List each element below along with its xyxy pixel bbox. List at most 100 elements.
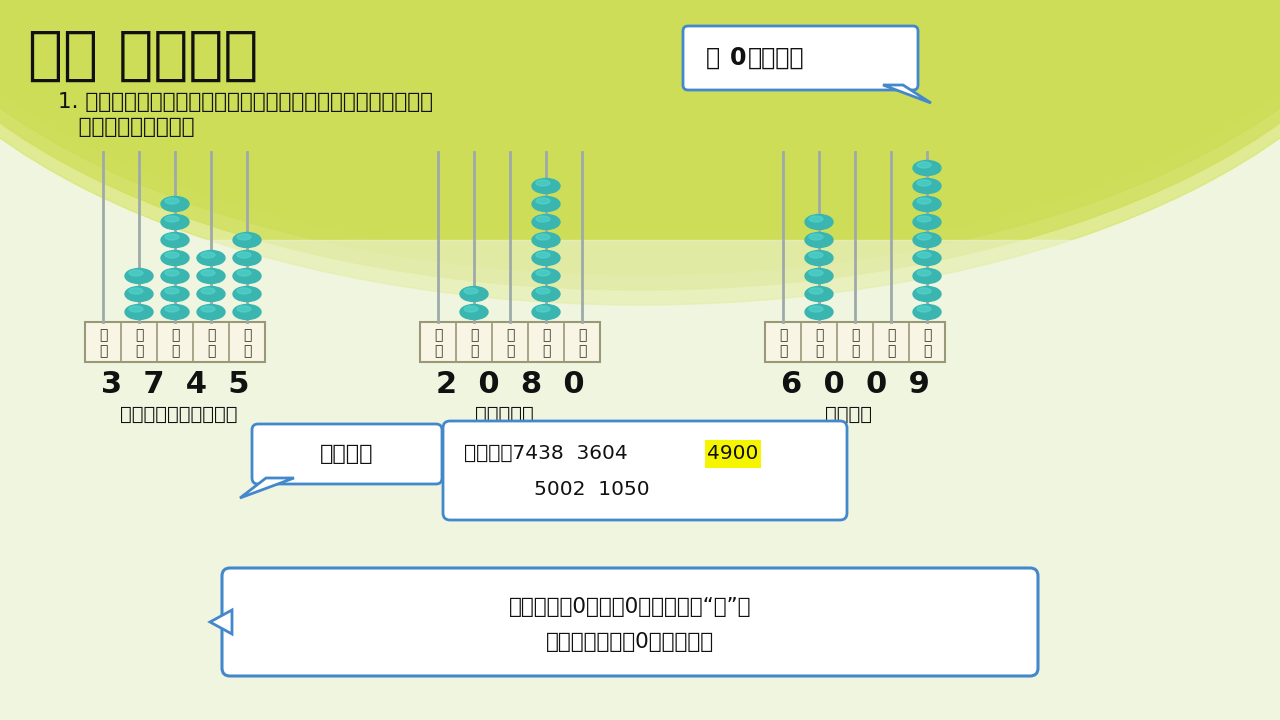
Text: 千: 千 [470,328,479,342]
Polygon shape [883,85,931,103]
Text: 千: 千 [815,328,823,342]
Ellipse shape [916,180,931,186]
Ellipse shape [125,287,154,302]
Text: 百: 百 [851,328,859,342]
Ellipse shape [165,216,179,222]
Text: 位: 位 [506,344,515,358]
Text: 位: 位 [815,344,823,358]
Ellipse shape [201,288,215,294]
Ellipse shape [165,270,179,276]
Ellipse shape [916,234,931,240]
Polygon shape [210,610,232,634]
Text: 位: 位 [434,344,442,358]
Text: 1. 先说出计数器上的数各是由几个千、几个百、几个十和几个一: 1. 先说出计数器上的数各是由几个千、几个百、几个十和几个一 [58,92,433,112]
Text: 位: 位 [851,344,859,358]
Text: 位: 位 [243,344,251,358]
Ellipse shape [913,233,941,248]
Ellipse shape [913,269,941,284]
Ellipse shape [0,0,1280,305]
Text: 位: 位 [541,344,550,358]
Text: 位: 位 [887,344,895,358]
Text: 个: 个 [577,328,586,342]
Ellipse shape [916,288,931,294]
Text: 位: 位 [470,344,479,358]
Ellipse shape [129,306,143,312]
Ellipse shape [201,252,215,258]
Ellipse shape [161,251,189,266]
Ellipse shape [809,216,823,222]
Text: 0: 0 [730,46,746,70]
Text: 万: 万 [778,328,787,342]
Ellipse shape [532,233,561,248]
Ellipse shape [161,215,189,230]
Ellipse shape [532,269,561,284]
Ellipse shape [237,288,251,294]
Ellipse shape [165,234,179,240]
Text: 位: 位 [170,344,179,358]
Text: 读一读：7438  3604: 读一读：7438 3604 [465,444,640,463]
Ellipse shape [532,179,561,194]
Ellipse shape [805,287,833,302]
Text: 组成的，再读出来。: 组成的，再读出来。 [58,117,195,137]
Ellipse shape [197,251,225,266]
Bar [420,322,600,362]
Ellipse shape [197,305,225,320]
Ellipse shape [913,179,941,194]
Ellipse shape [805,215,833,230]
Ellipse shape [805,305,833,320]
Ellipse shape [237,306,251,312]
Ellipse shape [197,287,225,302]
Ellipse shape [916,306,931,312]
Ellipse shape [805,233,833,248]
Ellipse shape [532,305,561,320]
Ellipse shape [460,287,488,302]
Ellipse shape [237,252,251,258]
Text: 4900: 4900 [708,444,759,463]
Text: 2  0  8  0: 2 0 8 0 [435,370,584,399]
Ellipse shape [809,252,823,258]
Ellipse shape [197,269,225,284]
Text: 有: 有 [707,46,721,70]
Bar [84,322,265,362]
Ellipse shape [237,234,251,240]
FancyBboxPatch shape [221,568,1038,676]
Ellipse shape [809,234,823,240]
Text: 位: 位 [207,344,215,358]
Ellipse shape [165,306,179,312]
Ellipse shape [233,233,261,248]
Ellipse shape [233,287,261,302]
Ellipse shape [233,269,261,284]
Ellipse shape [465,306,477,312]
Text: 位: 位 [778,344,787,358]
Ellipse shape [165,288,179,294]
Ellipse shape [161,287,189,302]
Ellipse shape [536,270,550,276]
Ellipse shape [201,270,215,276]
Ellipse shape [809,306,823,312]
Ellipse shape [165,198,179,204]
Text: 位: 位 [577,344,586,358]
Text: 读作：三千七百四十五: 读作：三千七百四十五 [120,405,238,424]
Ellipse shape [0,0,1280,290]
Ellipse shape [460,305,488,320]
Text: 个: 个 [923,328,931,342]
Ellipse shape [916,162,931,168]
Ellipse shape [916,252,931,258]
Ellipse shape [809,270,823,276]
Text: 末尾不管有几个0，都不读。: 末尾不管有几个0，都不读。 [547,632,714,652]
Text: 千: 千 [134,328,143,342]
Ellipse shape [805,251,833,266]
Ellipse shape [532,287,561,302]
FancyBboxPatch shape [443,421,847,520]
Ellipse shape [536,198,550,204]
Ellipse shape [532,251,561,266]
Text: 二、 探究新知: 二、 探究新知 [28,27,259,84]
Ellipse shape [913,287,941,302]
Ellipse shape [233,251,261,266]
FancyBboxPatch shape [252,424,442,484]
Text: 百: 百 [506,328,515,342]
Text: 位: 位 [923,344,931,358]
Text: 个: 个 [243,328,251,342]
Ellipse shape [916,270,931,276]
Ellipse shape [536,306,550,312]
